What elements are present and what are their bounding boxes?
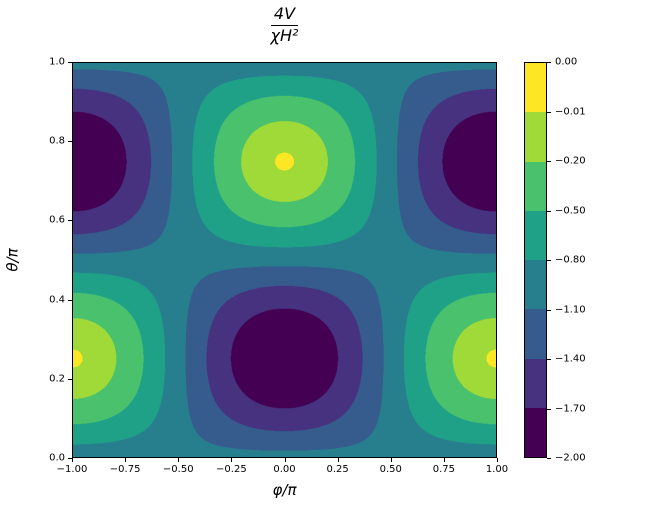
x-tick-mark	[337, 458, 339, 462]
plot-title: 4V χH²	[72, 5, 497, 44]
colorbar-tick-mark	[547, 161, 551, 162]
x-tick-mark	[72, 458, 73, 462]
plot-area	[72, 62, 497, 458]
y-tick-label: 0.6	[49, 214, 65, 226]
y-tick-mark	[68, 141, 72, 143]
y-tick-label: 1.0	[49, 56, 65, 68]
colorbar-tick-label: −1.10	[555, 304, 586, 315]
colorbar-ticks: 0.00 −0.01 −0.20 −0.50 −0.80 −1.10 −1.40 −1.70 −…	[547, 57, 617, 464]
colorbar-tick-mark	[547, 408, 551, 410]
title-fraction: 4V χH²	[270, 4, 299, 45]
y-axis-label-wrap: θ/π	[2, 62, 24, 458]
colorbar-tick-mark	[547, 62, 551, 63]
x-tick-mark	[443, 458, 445, 462]
colorbar-tick-mark	[547, 260, 551, 261]
colorbar-tick-mark	[547, 359, 551, 360]
colorbar-segment	[525, 309, 546, 359]
colorbar	[524, 62, 547, 458]
colorbar-tick-label: 0.00	[555, 56, 578, 68]
colorbar-tick-label: −1.70	[555, 403, 586, 414]
x-tick-mark	[497, 458, 498, 462]
x-tick-label: 0.00	[273, 464, 296, 475]
y-tick-label: 0.0	[49, 452, 65, 464]
x-tick-mark	[125, 458, 127, 462]
y-tick-label: 0.8	[49, 135, 65, 147]
x-tick-label: 0.75	[432, 464, 456, 475]
y-tick-label: 0.4	[49, 294, 65, 306]
colorbar-segment	[525, 260, 546, 310]
x-tick-mark	[231, 458, 233, 462]
y-axis-label: θ/π	[4, 248, 23, 272]
x-tick-label: 0.50	[379, 464, 402, 475]
colorbar-segment	[525, 112, 546, 162]
x-tick-label: −0.50	[162, 464, 194, 475]
x-tick-label: 0.25	[326, 464, 349, 475]
y-tick-mark	[68, 62, 72, 63]
colorbar-segment	[525, 407, 546, 457]
colorbar-tick-mark	[547, 309, 551, 311]
y-tick-mark	[68, 220, 72, 222]
y-tick-label: 0.2	[49, 373, 65, 385]
y-axis-ticks: 0.0 0.2 0.4 0.6 0.8 1.0	[28, 57, 72, 464]
x-tick-mark	[178, 458, 180, 462]
y-tick-mark	[68, 299, 72, 301]
colorbar-tick-label: −0.01	[555, 106, 586, 117]
colorbar-tick-label: −0.50	[555, 205, 586, 216]
colorbar-segment	[525, 63, 546, 113]
y-tick-mark	[68, 378, 72, 380]
colorbar-tick-mark	[547, 458, 551, 459]
contour-canvas	[73, 63, 496, 457]
colorbar-tick-label: −0.20	[555, 155, 586, 167]
fraction-bar	[270, 24, 299, 26]
x-tick-label: −1.00	[56, 464, 88, 475]
x-axis-label: φ/π	[272, 481, 297, 499]
x-tick-label: 1.00	[485, 464, 509, 475]
colorbar-segment	[525, 210, 546, 260]
title-denominator: χH²	[270, 25, 299, 45]
colorbar-tick-mark	[547, 210, 551, 212]
colorbar-tick-label: −2.00	[555, 452, 586, 464]
colorbar-segment	[525, 358, 546, 408]
x-tick-mark	[284, 458, 286, 462]
y-tick-mark	[68, 458, 72, 459]
colorbar-segment	[525, 161, 546, 211]
x-tick-label: −0.25	[216, 464, 247, 475]
title-numerator: 4V	[273, 4, 296, 23]
x-axis-ticks: −1.00 −0.75 −0.50 −0.25 0.00 0.25 0.50 0.75 1.00	[57, 458, 508, 480]
colorbar-tick-label: −1.40	[555, 353, 586, 365]
colorbar-tick-mark	[547, 111, 551, 113]
x-tick-label: −0.75	[109, 464, 141, 475]
colorbar-tick-label: −0.80	[555, 254, 586, 266]
x-tick-mark	[390, 458, 392, 462]
